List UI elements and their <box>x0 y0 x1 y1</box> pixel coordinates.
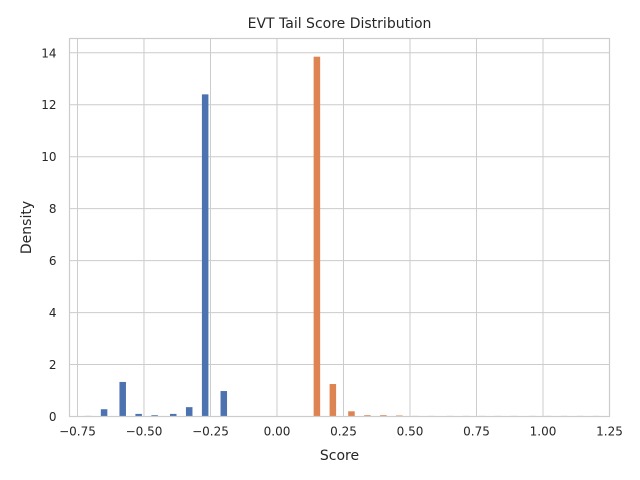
bar-series-1 <box>100 409 108 417</box>
x-tick-label: 0.50 <box>397 425 424 439</box>
bar-series-2 <box>313 56 321 417</box>
bar-series-2 <box>348 411 355 417</box>
x-tick-label: 0.25 <box>330 425 357 439</box>
x-tick-label: −0.50 <box>126 425 163 439</box>
grid-layer <box>69 38 610 417</box>
y-tick-label: 12 <box>41 98 56 112</box>
x-tick-label: 1.00 <box>530 425 557 439</box>
bar-series-1 <box>201 94 209 417</box>
y-tick-label: 8 <box>49 202 57 216</box>
y-tick-label: 10 <box>41 150 56 164</box>
y-tick-label: 0 <box>49 410 57 424</box>
chart-title: EVT Tail Score Distribution <box>248 16 432 32</box>
bar-series-2 <box>364 415 371 417</box>
bar-series-1 <box>135 413 142 417</box>
bar-series-1 <box>151 415 158 417</box>
bar-series-1 <box>169 413 177 417</box>
bar-series-1 <box>185 407 193 417</box>
y-tick-label: 6 <box>49 254 57 268</box>
y-tick-label: 2 <box>49 358 57 372</box>
x-tick-label: 1.25 <box>596 425 623 439</box>
plot-frame <box>68 37 611 418</box>
bar-series-2 <box>380 415 387 417</box>
bar-series-1 <box>220 391 228 417</box>
x-tick-label: 0.75 <box>463 425 490 439</box>
x-axis-label: Score <box>320 448 359 464</box>
x-tick-label: −0.75 <box>59 425 96 439</box>
x-tick-label: 0.00 <box>264 425 291 439</box>
y-tick-label: 4 <box>49 306 57 320</box>
bar-series-2 <box>329 384 337 417</box>
y-tick-label: 14 <box>41 46 56 60</box>
x-tick-label: −0.25 <box>192 425 229 439</box>
bars-layer <box>84 56 600 417</box>
ticks-layer: −0.75 −0.50 −0.25 0.00 0.25 0.50 0.75 1.00 1.25 0… <box>41 46 623 438</box>
bar-series-1 <box>119 381 126 417</box>
y-axis-label: Density <box>19 201 35 254</box>
